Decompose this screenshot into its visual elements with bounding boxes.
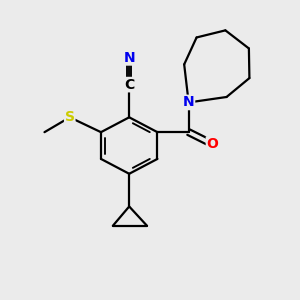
- Text: S: S: [65, 110, 75, 124]
- Text: C: C: [124, 78, 134, 92]
- Text: N: N: [123, 51, 135, 65]
- Text: N: N: [183, 95, 194, 110]
- Text: O: O: [206, 137, 218, 151]
